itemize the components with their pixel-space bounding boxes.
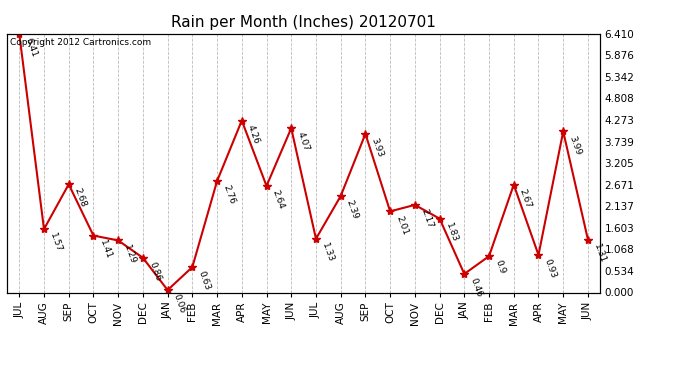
Text: 2.17: 2.17 [419,208,434,230]
Text: Copyright 2012 Cartronics.com: Copyright 2012 Cartronics.com [10,38,151,46]
Text: 1.29: 1.29 [122,243,137,265]
Text: 2.39: 2.39 [345,199,360,220]
Text: 1.83: 1.83 [444,221,459,243]
Text: 4.07: 4.07 [295,131,310,153]
Text: 1.31: 1.31 [592,242,607,264]
Text: 0.63: 0.63 [197,270,212,292]
Text: 1.57: 1.57 [48,232,63,254]
Text: 3.93: 3.93 [370,136,385,159]
Text: 3.99: 3.99 [567,134,583,156]
Text: 0.86: 0.86 [147,261,162,282]
Title: Rain per Month (Inches) 20120701: Rain per Month (Inches) 20120701 [171,15,436,30]
Text: 0.06: 0.06 [172,293,187,315]
Text: 2.64: 2.64 [270,189,286,210]
Text: 2.76: 2.76 [221,184,237,206]
Text: 1.41: 1.41 [97,238,113,260]
Text: 2.68: 2.68 [73,187,88,209]
Text: 1.33: 1.33 [320,242,335,264]
Text: 2.67: 2.67 [518,188,533,209]
Text: 0.93: 0.93 [542,258,558,280]
Text: 6.41: 6.41 [23,36,39,58]
Text: 4.26: 4.26 [246,123,262,145]
Text: 2.01: 2.01 [394,214,410,236]
Text: 0.46: 0.46 [469,277,484,298]
Text: 0.9: 0.9 [493,259,506,276]
